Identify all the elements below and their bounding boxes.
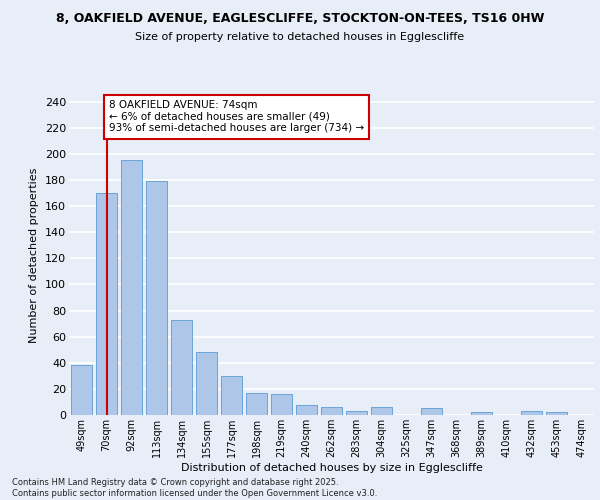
Text: Size of property relative to detached houses in Egglescliffe: Size of property relative to detached ho… [136,32,464,42]
Bar [371,407,392,415]
Bar [296,404,317,415]
Bar [471,412,492,415]
Bar [271,394,292,415]
Text: 8, OAKFIELD AVENUE, EAGLESCLIFFE, STOCKTON-ON-TEES, TS16 0HW: 8, OAKFIELD AVENUE, EAGLESCLIFFE, STOCKT… [56,12,544,26]
Y-axis label: Number of detached properties: Number of detached properties [29,168,40,342]
Bar [321,407,342,415]
Bar [221,376,242,415]
Text: 8 OAKFIELD AVENUE: 74sqm
← 6% of detached houses are smaller (49)
93% of semi-de: 8 OAKFIELD AVENUE: 74sqm ← 6% of detache… [109,100,364,134]
Bar [96,193,117,415]
Bar [521,411,542,415]
Bar [146,181,167,415]
Bar [546,412,567,415]
Bar [421,408,442,415]
Bar [346,411,367,415]
Bar [196,352,217,415]
Text: Contains HM Land Registry data © Crown copyright and database right 2025.
Contai: Contains HM Land Registry data © Crown c… [12,478,377,498]
Bar [121,160,142,415]
Bar [246,393,267,415]
Bar [71,366,92,415]
Bar [171,320,192,415]
X-axis label: Distribution of detached houses by size in Egglescliffe: Distribution of detached houses by size … [181,462,482,472]
